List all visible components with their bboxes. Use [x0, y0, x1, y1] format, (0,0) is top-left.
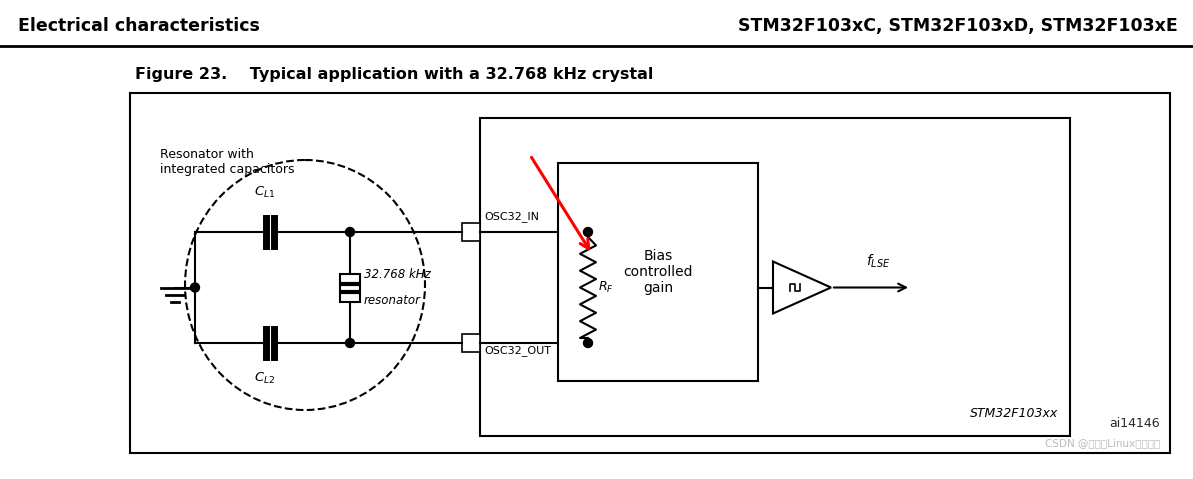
- Text: Electrical characteristics: Electrical characteristics: [18, 17, 260, 35]
- Text: CSDN @嵌入式Linux系统开发: CSDN @嵌入式Linux系统开发: [1045, 438, 1160, 448]
- Bar: [462, 223, 480, 241]
- Text: OSC32_OUT: OSC32_OUT: [484, 345, 551, 356]
- Text: STM32F103xC, STM32F103xD, STM32F103xE: STM32F103xC, STM32F103xD, STM32F103xE: [738, 17, 1177, 35]
- Circle shape: [346, 228, 354, 237]
- Circle shape: [346, 339, 354, 347]
- Text: Resonator with
integrated capacitors: Resonator with integrated capacitors: [160, 148, 295, 176]
- Text: $C_{L2}$: $C_{L2}$: [254, 371, 276, 386]
- Bar: [480, 118, 1070, 436]
- Circle shape: [583, 228, 593, 237]
- Circle shape: [583, 339, 593, 347]
- Text: OSC32_IN: OSC32_IN: [484, 211, 539, 222]
- Text: resonator: resonator: [364, 294, 421, 307]
- Bar: [130, 93, 1170, 453]
- Text: Figure 23.    Typical application with a 32.768 kHz crystal: Figure 23. Typical application with a 32…: [135, 67, 654, 81]
- Bar: [558, 163, 758, 381]
- Text: ai14146: ai14146: [1109, 417, 1160, 430]
- Bar: [462, 334, 480, 352]
- Text: $f_{LSE}$: $f_{LSE}$: [866, 252, 891, 270]
- Text: $R_F$: $R_F$: [598, 280, 614, 295]
- Text: $C_{L1}$: $C_{L1}$: [254, 185, 276, 200]
- Circle shape: [191, 283, 199, 292]
- Text: Bias
controlled
gain: Bias controlled gain: [623, 249, 693, 295]
- Text: 32.768 kHz: 32.768 kHz: [364, 269, 431, 282]
- Text: STM32F103xx: STM32F103xx: [970, 407, 1058, 420]
- Bar: [340, 274, 360, 301]
